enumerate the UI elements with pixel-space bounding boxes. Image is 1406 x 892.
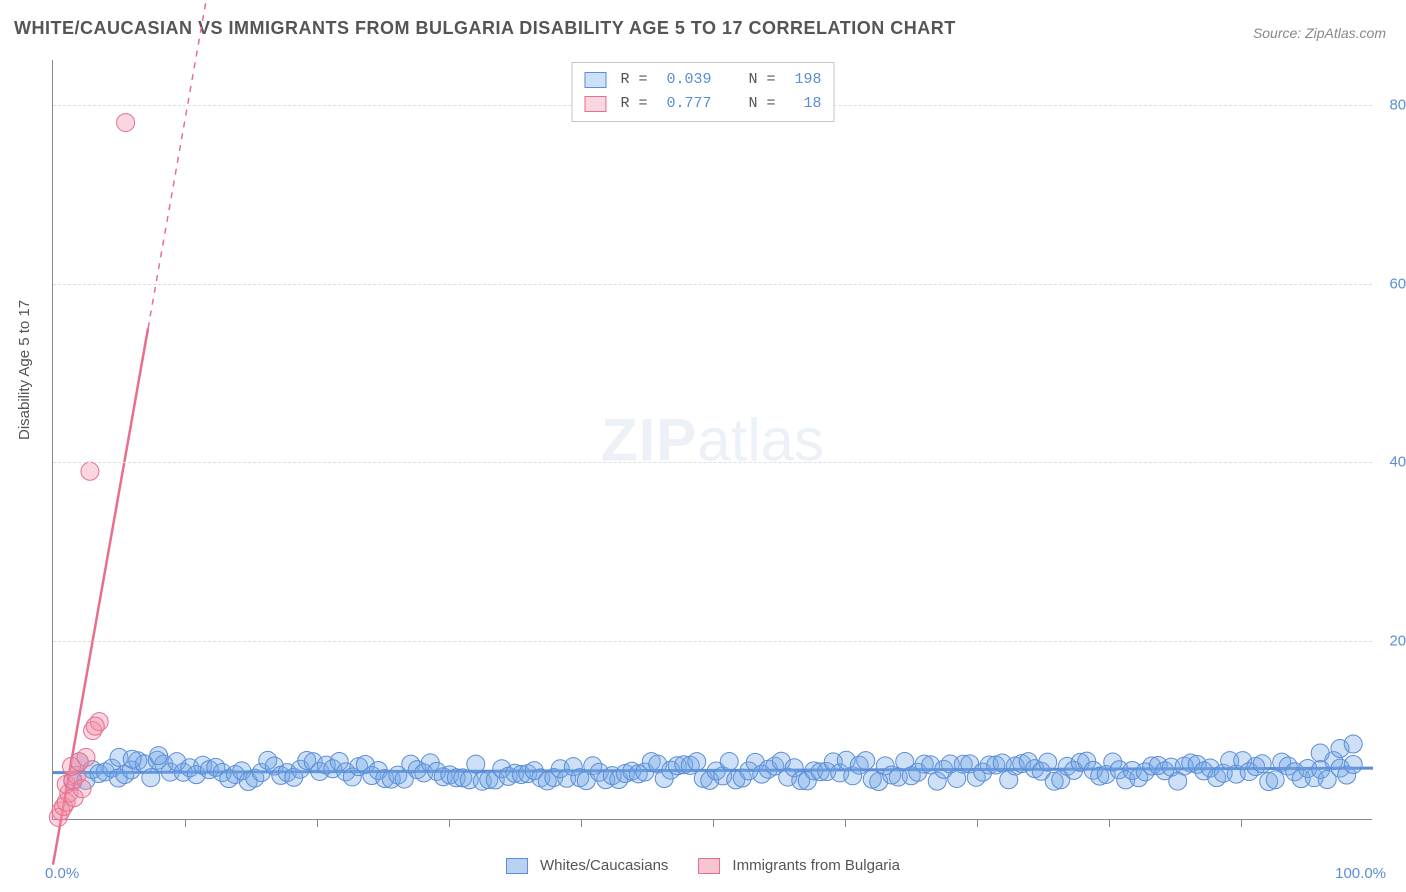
gridline bbox=[53, 462, 1372, 463]
data-point bbox=[73, 780, 91, 798]
data-point bbox=[117, 114, 135, 132]
data-point bbox=[1266, 771, 1284, 789]
gridline bbox=[53, 284, 1372, 285]
legend-label: Immigrants from Bulgaria bbox=[732, 857, 900, 874]
y-tick-label: 20.0% bbox=[1389, 633, 1406, 650]
data-point bbox=[142, 769, 160, 787]
legend-swatch bbox=[584, 96, 606, 112]
gridline bbox=[53, 641, 1372, 642]
data-point bbox=[123, 750, 141, 768]
y-tick-label: 80.0% bbox=[1389, 96, 1406, 113]
data-point bbox=[1344, 756, 1362, 774]
y-tick-label: 60.0% bbox=[1389, 275, 1406, 292]
legend-item: Whites/Caucasians bbox=[506, 857, 668, 874]
y-axis-title: Disability Age 5 to 17 bbox=[16, 300, 33, 440]
x-tick bbox=[1109, 819, 1110, 827]
x-tick bbox=[449, 819, 450, 827]
regression-line-extrapolated bbox=[148, 0, 211, 328]
plot-area: ZIPatlas 20.0%40.0%60.0%80.0% bbox=[52, 60, 1372, 820]
x-tick bbox=[581, 819, 582, 827]
x-axis-min-label: 0.0% bbox=[45, 865, 79, 882]
data-point bbox=[1039, 753, 1057, 771]
x-tick bbox=[977, 819, 978, 827]
legend-series: Whites/Caucasians Immigrants from Bulgari… bbox=[506, 857, 900, 874]
data-point bbox=[1311, 744, 1329, 762]
legend-swatch bbox=[698, 858, 720, 874]
y-tick-label: 40.0% bbox=[1389, 454, 1406, 471]
data-point bbox=[86, 717, 104, 735]
x-tick bbox=[317, 819, 318, 827]
data-point bbox=[150, 747, 168, 765]
data-point bbox=[77, 748, 95, 766]
x-axis-max-label: 100.0% bbox=[1335, 865, 1386, 882]
legend-swatch bbox=[506, 858, 528, 874]
x-tick bbox=[1241, 819, 1242, 827]
data-point bbox=[720, 753, 738, 771]
data-point bbox=[1344, 735, 1362, 753]
data-point bbox=[81, 462, 99, 480]
source-attribution: Source: ZipAtlas.com bbox=[1253, 25, 1386, 41]
legend-correlation: R = 0.039 N = 198R = 0.777 N = 18 bbox=[571, 62, 834, 122]
data-point bbox=[1253, 755, 1271, 773]
legend-label: Whites/Caucasians bbox=[540, 857, 668, 874]
chart-svg bbox=[53, 60, 1372, 819]
legend-stat-row: R = 0.777 N = 18 bbox=[584, 92, 821, 116]
x-tick bbox=[185, 819, 186, 827]
x-tick bbox=[713, 819, 714, 827]
legend-swatch bbox=[584, 72, 606, 88]
legend-stat-row: R = 0.039 N = 198 bbox=[584, 68, 821, 92]
chart-title: WHITE/CAUCASIAN VS IMMIGRANTS FROM BULGA… bbox=[14, 18, 956, 39]
legend-item: Immigrants from Bulgaria bbox=[698, 857, 900, 874]
data-point bbox=[857, 752, 875, 770]
x-tick bbox=[845, 819, 846, 827]
data-point bbox=[688, 753, 706, 771]
data-point bbox=[467, 755, 485, 773]
